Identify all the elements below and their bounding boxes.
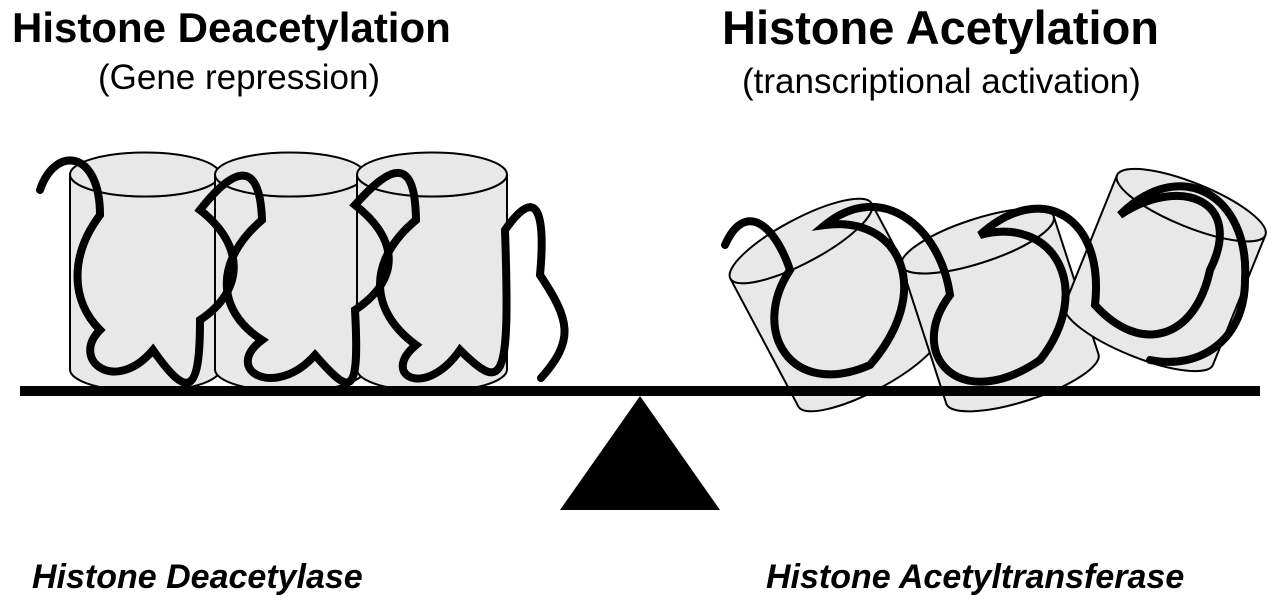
balance-fulcrum: [560, 396, 720, 510]
diagram-svg: [0, 0, 1280, 605]
diagram-stage: Histone Deacetylation (Gene repression) …: [0, 0, 1280, 605]
left-nucleosome-group: [70, 153, 507, 392]
